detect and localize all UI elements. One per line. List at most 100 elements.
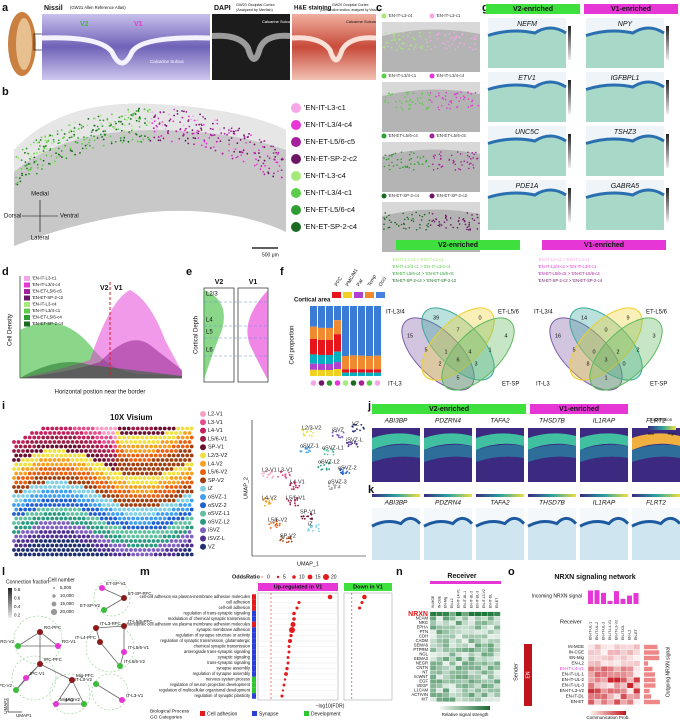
visium-spot: [185, 507, 190, 512]
cell-dot: [455, 35, 457, 37]
cell-dot: [427, 92, 429, 94]
heat-cell: [481, 656, 488, 662]
visium-spot: [86, 462, 91, 467]
visium-spot: [48, 476, 52, 480]
cell-dot: [410, 157, 412, 160]
visium-spot: [81, 516, 86, 521]
visium-spot: [61, 440, 66, 444]
visium-spot: [135, 462, 140, 467]
legend-swatch: [200, 427, 206, 434]
venn-count: 6: [456, 357, 459, 363]
stack-segment: [318, 369, 325, 376]
cell-dot: [69, 124, 72, 126]
umap-dot: [309, 512, 312, 515]
visium-spot: [23, 552, 28, 557]
visium-spot: [34, 449, 39, 453]
heat-cell: [493, 634, 501, 639]
visium-spot: [45, 444, 50, 449]
visium-spot: [142, 449, 147, 453]
visium-spot: [178, 476, 183, 480]
heat-cell: [429, 634, 437, 639]
umap-dot: [348, 472, 351, 474]
visium-spot: [99, 426, 104, 431]
cell-dot: [144, 108, 147, 111]
heat-cell: [461, 643, 469, 648]
visium-spot: [41, 426, 46, 431]
umap-dot: [294, 499, 296, 502]
visium-spot: [158, 471, 163, 476]
cell-dot: [260, 165, 263, 167]
heat-cell: [455, 652, 463, 657]
visium-spot: [135, 543, 140, 548]
umap-dot: [272, 475, 275, 478]
visium-spot: [48, 521, 52, 525]
heat-cell: [607, 666, 615, 672]
cell-dot: [392, 153, 395, 155]
cell-dot: [16, 183, 19, 186]
cell-dot: [28, 163, 31, 165]
heat-cell: [442, 620, 450, 626]
cell-dot: [21, 174, 24, 177]
legend-label: iSVZ-L: [208, 536, 225, 542]
visium-spot: [144, 480, 149, 485]
label: IPC-V1: [30, 671, 45, 676]
umap-dot: [351, 425, 354, 428]
visium-spot: [57, 521, 61, 525]
cell-dot: [277, 170, 279, 173]
heat-cell: [600, 660, 608, 667]
panel-letter: a: [2, 2, 9, 14]
label: L4: [206, 318, 213, 324]
venn-count: 1: [444, 349, 447, 355]
cell-dot: [240, 154, 243, 156]
visium-spot: [93, 539, 97, 543]
stack-segment: [310, 363, 317, 370]
label: IL1RAP: [593, 500, 616, 507]
visium-spot: [160, 539, 165, 543]
visium-spot: [149, 516, 154, 521]
visium-spot: [59, 516, 64, 521]
visium-spot: [185, 435, 190, 440]
cell-dot: [384, 212, 387, 214]
label: TAFA2: [490, 418, 510, 425]
cell-dot: [210, 134, 213, 137]
visium-spot: [187, 449, 192, 453]
visium-spot: [189, 426, 194, 431]
label: Calcarine Sulcus: [346, 19, 376, 24]
visium-spot: [99, 552, 104, 557]
venn-count: 2: [636, 347, 639, 353]
heat-cell: [468, 647, 475, 653]
cell-dot: [393, 34, 395, 37]
umap-dot: [340, 468, 343, 471]
heat-cell: [429, 638, 437, 644]
umap-dot: [341, 473, 344, 476]
panel-letter: c: [376, 2, 382, 14]
venn-count: 7: [456, 327, 459, 333]
outgoing-bar: [644, 644, 658, 650]
visium-spot: [142, 431, 147, 435]
visium-spot: [16, 521, 21, 525]
heat-cell: [481, 679, 488, 684]
cell-dot: [39, 139, 42, 141]
visium-spot: [176, 444, 181, 449]
visium-spot: [149, 525, 154, 530]
cell-dot: [63, 133, 66, 135]
heat-cell: [442, 638, 450, 644]
visium-spot: [48, 467, 52, 471]
heat-cell: [436, 616, 443, 621]
node: [99, 585, 105, 591]
cell-dot: [69, 145, 72, 148]
umap-dot: [351, 430, 354, 433]
visium-spot: [187, 467, 192, 471]
visium-spot: [185, 462, 190, 467]
visium-spot: [61, 512, 66, 516]
visium-spot: [171, 426, 176, 431]
visium-spot: [124, 449, 129, 453]
visium-spot: [102, 467, 106, 471]
visium-spot: [21, 449, 25, 453]
heat-cell: [493, 674, 501, 680]
heat-cell: [461, 697, 469, 702]
cell-dot: [73, 133, 76, 136]
cell-dot: [176, 112, 179, 115]
visium-spot: [171, 444, 176, 449]
visium-spot: [142, 476, 147, 480]
